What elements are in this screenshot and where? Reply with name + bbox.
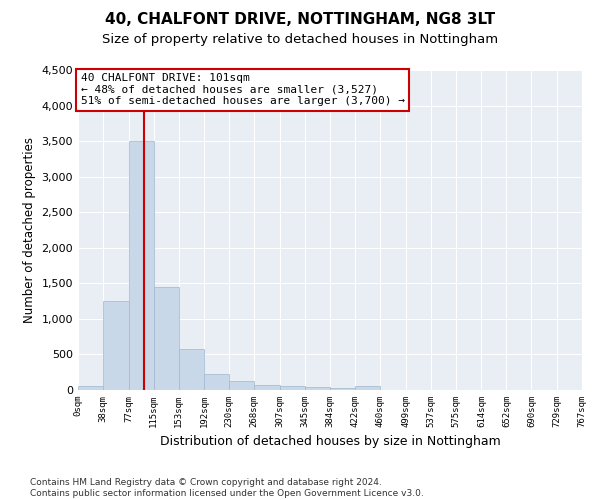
Bar (204, 374, 229, 390)
Bar (154, 287, 179, 390)
Bar (179, 349, 204, 390)
Text: 40 CHALFONT DRIVE: 101sqm
← 48% of detached houses are smaller (3,527)
51% of se: 40 CHALFONT DRIVE: 101sqm ← 48% of detac… (80, 73, 404, 106)
Text: Size of property relative to detached houses in Nottingham: Size of property relative to detached ho… (102, 32, 498, 46)
Y-axis label: Number of detached properties: Number of detached properties (23, 137, 36, 323)
Bar (280, 386, 305, 390)
Text: 40, CHALFONT DRIVE, NOTTINGHAM, NG8 3LT: 40, CHALFONT DRIVE, NOTTINGHAM, NG8 3LT (105, 12, 495, 28)
Bar (305, 387, 331, 390)
X-axis label: Distribution of detached houses by size in Nottingham: Distribution of detached houses by size … (160, 436, 500, 448)
Bar (103, 301, 128, 390)
Bar (229, 382, 254, 390)
Bar (331, 388, 355, 390)
Bar (78, 386, 103, 390)
Text: Contains HM Land Registry data © Crown copyright and database right 2024.
Contai: Contains HM Land Registry data © Crown c… (30, 478, 424, 498)
Bar (254, 384, 280, 390)
Bar (355, 386, 380, 390)
Bar (128, 141, 154, 390)
